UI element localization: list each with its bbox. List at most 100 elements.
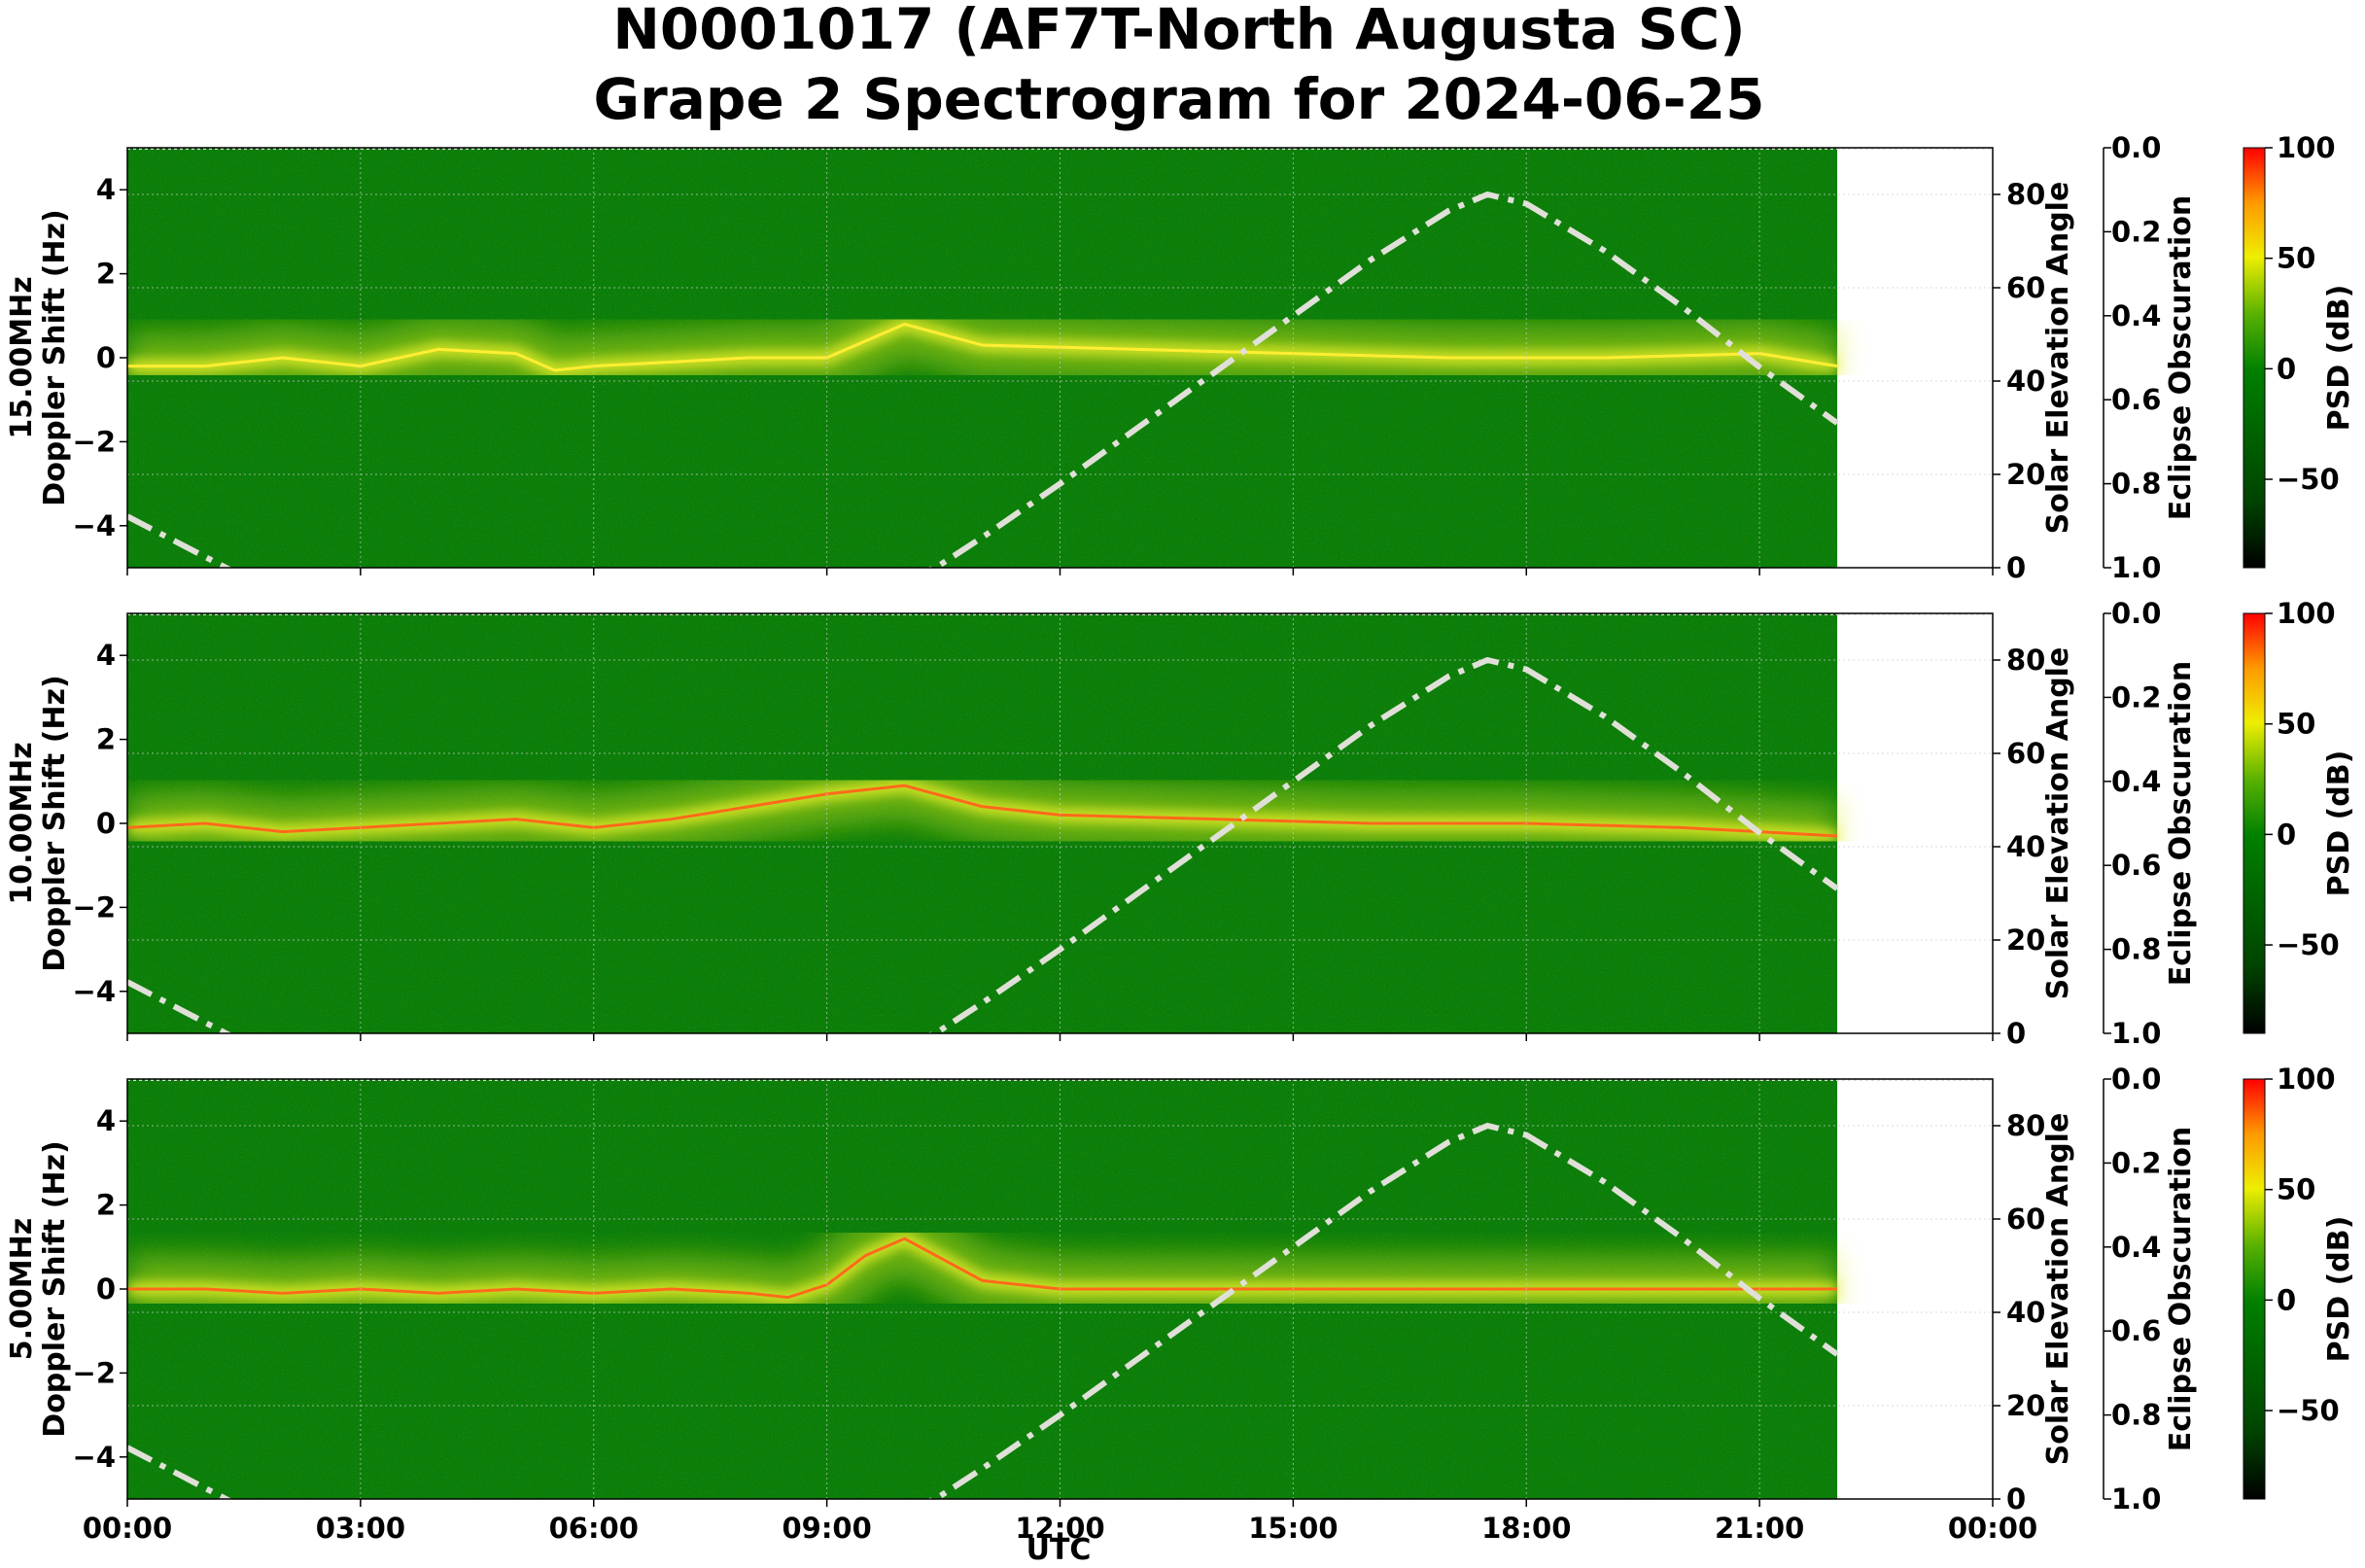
- eclipse-tick-label: 0.6: [2111, 1314, 2161, 1347]
- solar-tick-label: 40: [2006, 1296, 2045, 1329]
- colorbar-tick-label: 100: [2277, 597, 2336, 630]
- colorbar-tick-label: −50: [2277, 463, 2340, 496]
- eclipse-tick-label: 0.6: [2111, 383, 2161, 416]
- colorbar-tick-label: 100: [2277, 131, 2336, 164]
- panel-1: 420−2−410.00MHz Doppler Shift (Hz)8060402…: [5, 597, 2356, 1050]
- y-tick-label: 4: [96, 639, 116, 672]
- x-tick-label: 09:00: [782, 1512, 871, 1545]
- solar-elevation-line: [127, 656, 1839, 1033]
- x-tick-label: 00:00: [83, 1512, 172, 1545]
- colorbar-tick-label: −50: [2277, 1394, 2340, 1427]
- chart-title-line1: N0001017 (AF7T-North Augusta SC): [612, 0, 1745, 62]
- eclipse-tick-label: 0.8: [2111, 1399, 2161, 1432]
- y-tick-label: −2: [73, 425, 116, 458]
- colorbar: [2243, 612, 2266, 1034]
- panel-frequency-label: 10.00MHz: [5, 742, 39, 904]
- y-tick-label: 2: [96, 258, 116, 291]
- solar-tick-label: 0: [2006, 1482, 2026, 1516]
- eclipse-tick-label: 0.4: [2111, 1231, 2161, 1264]
- solar-elevation-label: Solar Elevation Angle: [2041, 647, 2075, 1000]
- eclipse-tick-label: 0.0: [2111, 1063, 2161, 1096]
- eclipse-tick-label: 1.0: [2111, 1017, 2161, 1050]
- carrier-trace: [127, 1237, 1838, 1300]
- y-tick-label: −4: [73, 975, 116, 1008]
- x-tick-label: 00:00: [1948, 1512, 2037, 1545]
- eclipse-tick-label: 0.4: [2111, 299, 2161, 332]
- x-tick-label: 15:00: [1248, 1512, 1338, 1545]
- eclipse-tick-label: 0.8: [2111, 468, 2161, 501]
- solar-tick-label: 80: [2006, 644, 2045, 677]
- colorbar-tick-label: −50: [2277, 928, 2340, 961]
- eclipse-obscuration-label: Eclipse Obscuration: [2164, 661, 2198, 987]
- carrier-trace: [127, 322, 1838, 372]
- colorbar-tick-label: 0: [2277, 818, 2296, 851]
- panel-frequency-label: 15.00MHz: [5, 276, 39, 438]
- colorbar: [2243, 147, 2266, 569]
- panel-2: 420−2−45.00MHz Doppler Shift (Hz)80604020…: [5, 1063, 2356, 1545]
- colorbar-tick-label: 0: [2277, 352, 2296, 385]
- y-tick-label: −4: [73, 509, 116, 542]
- y-axis-label: Doppler Shift (Hz): [38, 1140, 72, 1437]
- x-axis-label: UTC: [1026, 1533, 1092, 1567]
- solar-tick-label: 60: [2006, 1202, 2045, 1236]
- colorbar-tick-label: 50: [2277, 1173, 2315, 1206]
- eclipse-tick-label: 0.2: [2111, 680, 2161, 714]
- solar-tick-label: 20: [2006, 458, 2045, 491]
- colorbar-label: PSD (dB): [2322, 1216, 2356, 1363]
- solar-tick-label: 40: [2006, 365, 2045, 398]
- eclipse-tick-label: 0.2: [2111, 1146, 2161, 1179]
- eclipse-tick-label: 1.0: [2111, 1482, 2161, 1516]
- colorbar-tick-label: 100: [2277, 1063, 2336, 1096]
- x-tick-label: 06:00: [549, 1512, 639, 1545]
- y-tick-label: 0: [96, 341, 116, 374]
- y-tick-label: 2: [96, 723, 116, 756]
- solar-tick-label: 20: [2006, 923, 2045, 957]
- eclipse-tick-label: 0.6: [2111, 849, 2161, 882]
- solar-tick-label: 0: [2006, 551, 2026, 584]
- x-tick-label: 12:00: [1015, 1512, 1104, 1545]
- y-tick-label: 2: [96, 1189, 116, 1222]
- solar-elevation-line: [127, 1122, 1839, 1499]
- colorbar-tick-label: 50: [2277, 708, 2315, 741]
- eclipse-tick-label: 0.0: [2111, 597, 2161, 630]
- panel-0: 420−2−415.00MHz Doppler Shift (Hz)8060402…: [5, 131, 2356, 584]
- eclipse-obscuration-label: Eclipse Obscuration: [2164, 195, 2198, 521]
- y-axis-label: Doppler Shift (Hz): [38, 675, 72, 971]
- solar-tick-label: 80: [2006, 178, 2045, 211]
- y-tick-label: −4: [73, 1441, 116, 1474]
- colorbar-label: PSD (dB): [2322, 285, 2356, 432]
- solar-tick-label: 60: [2006, 271, 2045, 304]
- y-tick-label: −2: [73, 890, 116, 923]
- panels-group: 420−2−415.00MHz Doppler Shift (Hz)8060402…: [5, 131, 2356, 1545]
- x-tick-label: 18:00: [1481, 1512, 1571, 1545]
- colorbar-tick-label: 50: [2277, 242, 2315, 275]
- carrier-trace: [127, 784, 1838, 838]
- solar-tick-label: 0: [2006, 1017, 2026, 1050]
- eclipse-obscuration-label: Eclipse Obscuration: [2164, 1127, 2198, 1452]
- y-tick-label: 4: [96, 1104, 116, 1137]
- chart-title-line2: Grape 2 Spectrogram for 2024-06-25: [594, 66, 1765, 132]
- eclipse-tick-label: 0.0: [2111, 131, 2161, 164]
- colorbar-label: PSD (dB): [2322, 750, 2356, 897]
- panel-frequency-label: 5.00MHz: [5, 1218, 39, 1360]
- y-axis-label: Doppler Shift (Hz): [38, 209, 72, 505]
- eclipse-tick-label: 0.2: [2111, 215, 2161, 248]
- x-tick-label: 03:00: [316, 1512, 405, 1545]
- y-tick-label: −2: [73, 1356, 116, 1389]
- colorbar-tick-label: 0: [2277, 1283, 2296, 1316]
- colorbar: [2243, 1078, 2266, 1500]
- solar-tick-label: 80: [2006, 1109, 2045, 1142]
- solar-elevation-label: Solar Elevation Angle: [2041, 1113, 2075, 1466]
- eclipse-tick-label: 0.4: [2111, 765, 2161, 798]
- y-tick-label: 0: [96, 807, 116, 840]
- y-tick-label: 0: [96, 1272, 116, 1306]
- eclipse-tick-label: 0.8: [2111, 933, 2161, 966]
- solar-elevation-line: [127, 191, 1839, 568]
- solar-tick-label: 40: [2006, 830, 2045, 863]
- eclipse-tick-label: 1.0: [2111, 551, 2161, 584]
- solar-elevation-label: Solar Elevation Angle: [2041, 182, 2075, 535]
- y-tick-label: 4: [96, 173, 116, 206]
- x-tick-label: 21:00: [1715, 1512, 1804, 1545]
- solar-tick-label: 60: [2006, 737, 2045, 770]
